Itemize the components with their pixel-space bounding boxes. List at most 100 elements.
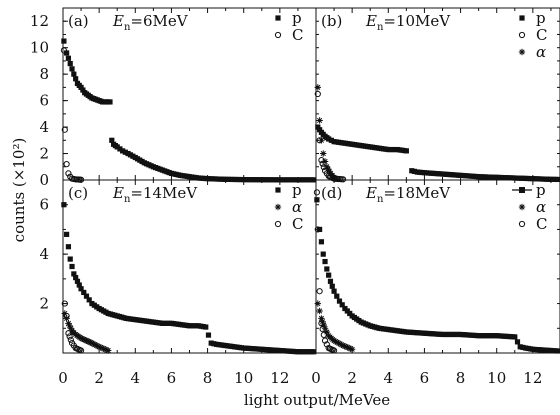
panel-frame (62, 7, 317, 181)
point-α (67, 325, 75, 332)
point-p (69, 66, 75, 72)
legend-label: C (292, 26, 303, 44)
point-p (107, 99, 113, 105)
legend-marker-α (518, 48, 526, 56)
legend-label: C (536, 215, 547, 233)
point-α (101, 346, 109, 353)
series-α (314, 300, 356, 353)
point-p (555, 176, 560, 183)
point-p (61, 38, 67, 44)
point-p (517, 344, 523, 350)
point-C (66, 333, 73, 340)
legend-label: p (292, 9, 302, 27)
point-α (326, 167, 333, 175)
legend-marker-C (274, 31, 282, 39)
point-p (109, 137, 115, 143)
x-tick-label: 0 (58, 369, 68, 387)
series-α (61, 310, 112, 354)
point-p (334, 293, 340, 299)
point-p (328, 137, 334, 143)
y-tick-label: 0 (39, 171, 49, 189)
point-p (117, 146, 123, 152)
point-C (61, 300, 68, 307)
point-p (326, 136, 332, 142)
legend-marker-C (518, 220, 526, 228)
point-C (320, 331, 327, 338)
legend-label: p (536, 9, 546, 27)
point-α (318, 315, 325, 322)
point-p (324, 266, 330, 272)
legend-marker-α (274, 203, 282, 211)
point-p (339, 302, 345, 308)
point-p (331, 288, 337, 294)
legend-label: α (536, 198, 546, 216)
point-α (87, 339, 94, 346)
x-tick-label: 10 (487, 369, 506, 387)
point-p (314, 197, 320, 203)
x-tick-label: 0 (311, 369, 321, 387)
point-p (317, 226, 323, 233)
point-p (80, 87, 86, 93)
point-C (319, 326, 326, 333)
point-C (323, 341, 330, 348)
point-p (78, 84, 84, 90)
point-α (324, 165, 332, 173)
point-p (67, 256, 73, 262)
point-p (114, 144, 120, 150)
energy-label: En=18MeV (365, 184, 451, 205)
series-p (314, 197, 560, 354)
legend-label: C (536, 26, 547, 44)
panel-tag: (c) (68, 184, 88, 202)
x-tick-label: 12 (270, 369, 289, 387)
x-tick-label: 12 (523, 369, 542, 387)
point-α (79, 335, 86, 342)
legend-marker-C (518, 31, 526, 39)
y-tick-label: 8 (39, 65, 49, 83)
point-α (345, 344, 353, 352)
x-tick-label: 6 (167, 369, 177, 387)
y-tick-label: 6 (39, 196, 49, 214)
legend-marker-p (275, 187, 281, 193)
x-tick-label: 4 (384, 369, 394, 387)
point-α (104, 347, 112, 354)
point-p (203, 324, 209, 330)
x-tick-label: 8 (456, 369, 466, 387)
x-tick-label: 6 (420, 369, 430, 387)
series-C (313, 189, 338, 354)
point-α (86, 338, 93, 346)
y-tick-label: 10 (30, 39, 49, 57)
point-α (83, 337, 90, 344)
energy-label: En=10MeV (365, 12, 451, 33)
panel-tag: (a) (68, 12, 89, 30)
point-α (339, 342, 347, 349)
point-C (65, 170, 72, 177)
point-α (319, 318, 326, 325)
panel-tag: (b) (321, 12, 342, 30)
point-C (330, 347, 338, 354)
point-α (98, 344, 106, 352)
legend-marker-α (518, 203, 526, 211)
series-p (61, 38, 317, 183)
point-C (313, 189, 321, 196)
point-C (60, 47, 68, 54)
point-p (327, 278, 334, 284)
point-p (315, 124, 321, 130)
point-p (317, 127, 323, 133)
panel-b: (b) En=10MeV pCα (314, 7, 560, 183)
energy-label: En=14MeV (112, 184, 198, 205)
legend-label: p (292, 181, 302, 199)
point-p (64, 231, 70, 237)
point-p (81, 289, 87, 296)
point-α (84, 338, 92, 345)
series-p (61, 202, 317, 355)
point-p (311, 349, 317, 355)
point-p (73, 275, 79, 281)
point-α (321, 158, 329, 165)
energy-label: En=6MeV (112, 12, 189, 33)
legend-label: α (292, 198, 302, 216)
panel-a: 0 2 4 6 8 10 12 (a) En=6MeV pC (30, 7, 317, 189)
point-C (318, 320, 325, 327)
point-p (403, 148, 409, 154)
